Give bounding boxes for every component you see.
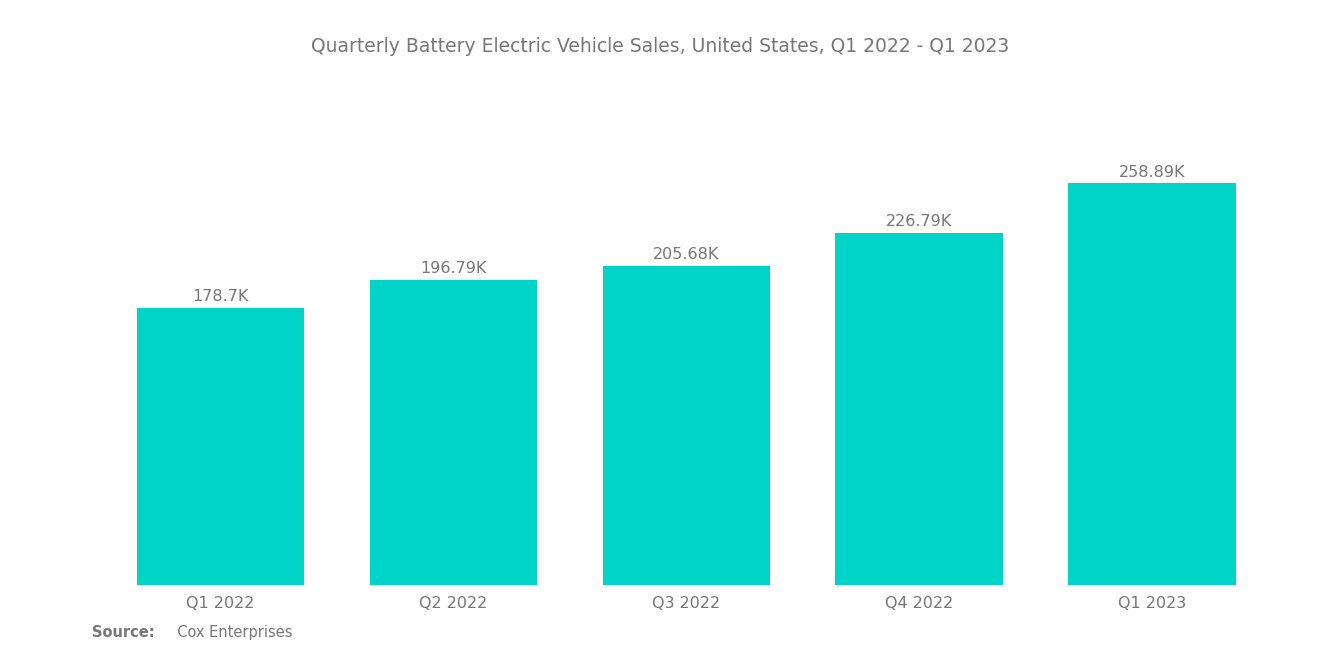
Text: 178.7K: 178.7K bbox=[193, 289, 248, 304]
Text: Cox Enterprises: Cox Enterprises bbox=[168, 624, 292, 640]
Text: Quarterly Battery Electric Vehicle Sales, United States, Q1 2022 - Q1 2023: Quarterly Battery Electric Vehicle Sales… bbox=[312, 37, 1008, 56]
Text: 196.79K: 196.79K bbox=[420, 261, 487, 276]
Bar bbox=[137, 308, 305, 585]
Bar bbox=[836, 233, 1003, 585]
Text: 226.79K: 226.79K bbox=[886, 214, 953, 229]
Bar bbox=[370, 280, 537, 585]
Text: Source:: Source: bbox=[92, 624, 154, 640]
Bar bbox=[1068, 184, 1236, 585]
Text: 205.68K: 205.68K bbox=[653, 247, 719, 262]
Text: 258.89K: 258.89K bbox=[1119, 165, 1185, 180]
Bar bbox=[602, 266, 771, 585]
